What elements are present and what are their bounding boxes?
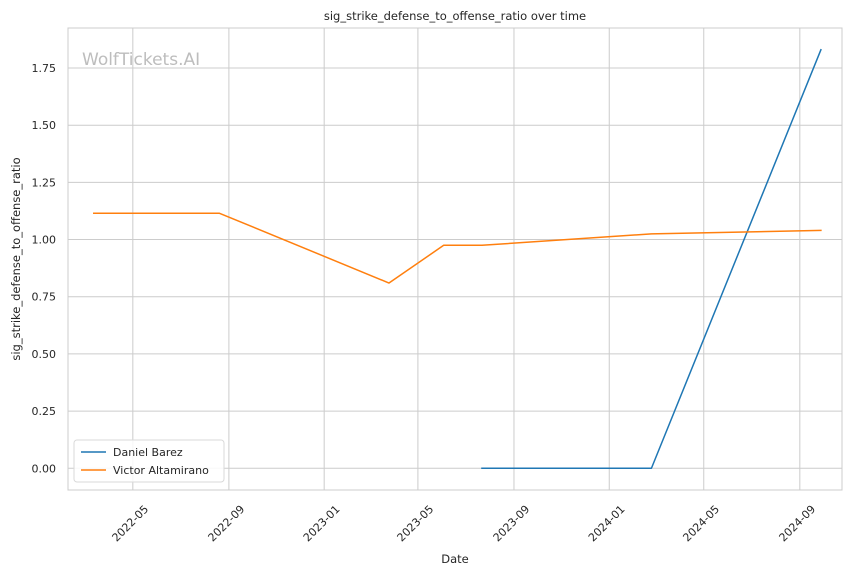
y-tick-label: 0.75	[32, 291, 57, 304]
x-tick-label: 2023-05	[395, 503, 437, 545]
legend: Daniel Barez Victor Altamirano	[73, 439, 225, 483]
legend-label: Victor Altamirano	[113, 464, 209, 477]
series-line	[481, 48, 822, 470]
x-tick-label: 2023-09	[491, 503, 533, 545]
x-tick-label: 2024-01	[586, 503, 628, 545]
y-tick-label: 1.75	[32, 62, 57, 75]
legend-label: Daniel Barez	[113, 446, 183, 459]
x-tick-label: 2024-09	[777, 503, 819, 545]
series-line	[93, 212, 822, 284]
plot-frame	[67, 27, 843, 491]
chart-title: sig_strike_defense_to_offense_ratio over…	[324, 9, 586, 23]
x-axis-label: Date	[441, 552, 469, 566]
x-tick-label: 2024-05	[680, 503, 722, 545]
y-tick-label: 1.50	[32, 119, 57, 132]
y-tick-label: 1.25	[32, 176, 57, 189]
y-tick-label: 0.25	[32, 405, 57, 418]
gridlines	[68, 28, 842, 490]
y-tick-label: 0.50	[32, 348, 57, 361]
series-lines	[93, 48, 822, 470]
legend-box	[73, 439, 225, 483]
x-tick-label: 2022-09	[206, 503, 248, 545]
y-tick-label: 0.00	[32, 462, 57, 475]
y-axis-label: sig_strike_defense_to_offense_ratio	[9, 157, 23, 360]
y-tick-label: 1.00	[32, 234, 57, 247]
watermark-text: WolfTickets.AI	[82, 50, 200, 70]
x-tick-label: 2023-01	[301, 503, 343, 545]
plot-area	[68, 28, 842, 490]
x-tick-label: 2022-05	[110, 503, 152, 545]
